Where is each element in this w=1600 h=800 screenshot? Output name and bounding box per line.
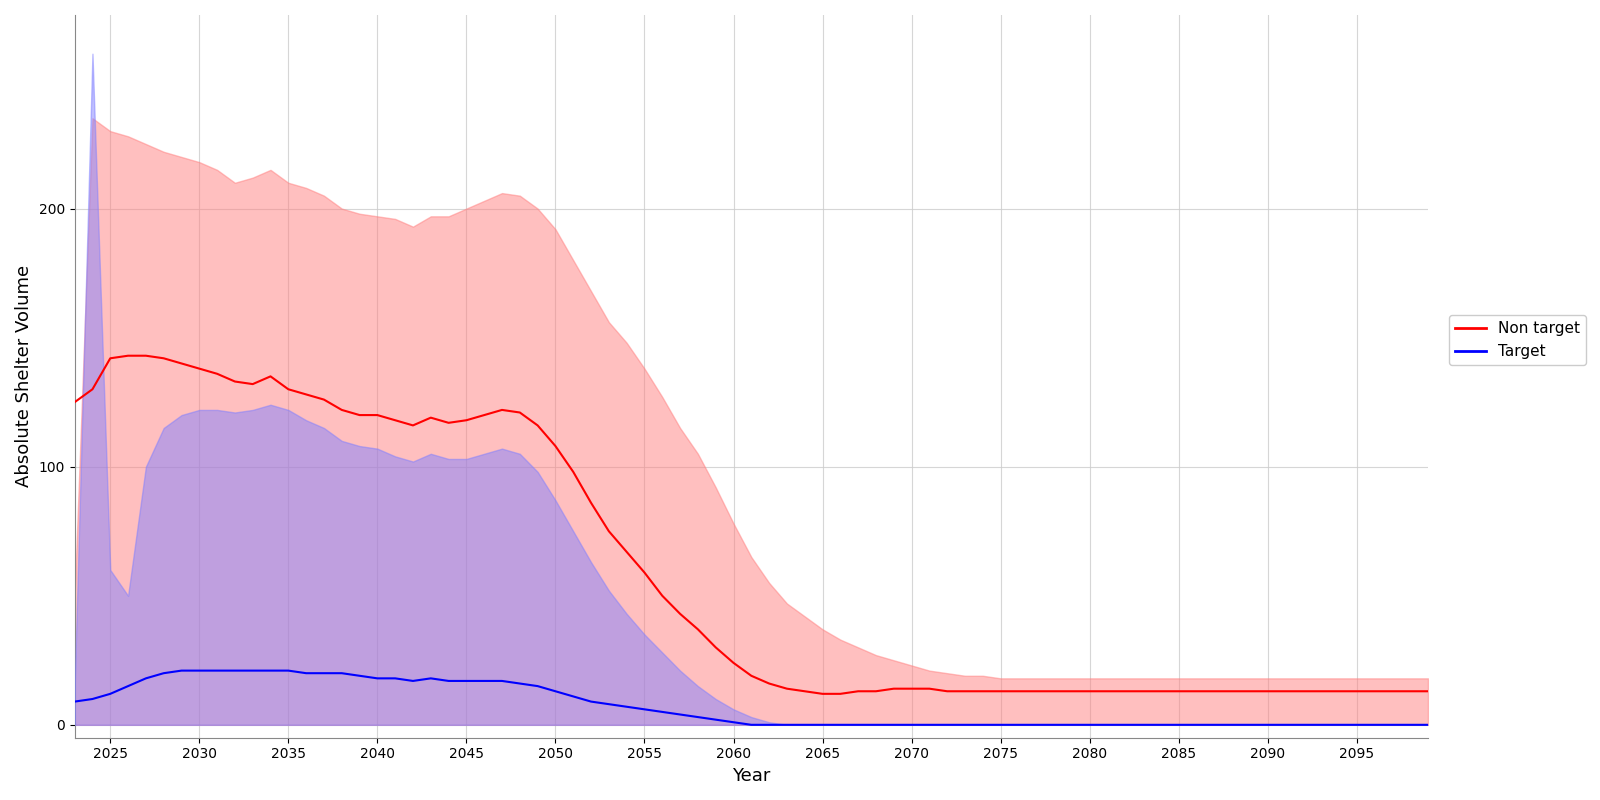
X-axis label: Year: Year <box>733 767 771 785</box>
Y-axis label: Absolute Shelter Volume: Absolute Shelter Volume <box>14 266 34 487</box>
Legend: Non target, Target: Non target, Target <box>1450 315 1586 365</box>
